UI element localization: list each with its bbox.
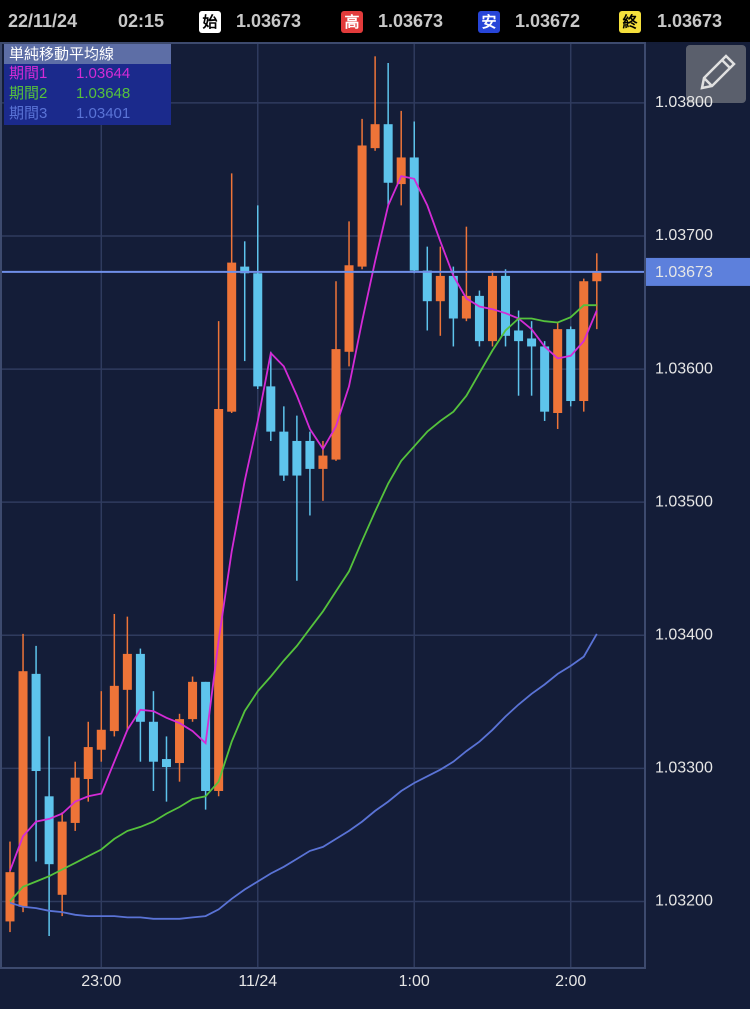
candle-body xyxy=(514,330,524,342)
x-tick-label: 1:00 xyxy=(399,973,430,990)
chart-background xyxy=(0,42,750,1009)
legend-value: 1.03401 xyxy=(76,105,130,122)
high-badge xyxy=(341,11,363,33)
candle-body xyxy=(44,796,54,865)
y-tick-label: 1.03500 xyxy=(655,493,713,510)
candle-body xyxy=(214,409,224,791)
candle-body xyxy=(70,777,80,823)
close-label: 終 xyxy=(622,13,638,31)
candle-body xyxy=(227,262,237,412)
candle-body xyxy=(370,124,380,149)
candle-body xyxy=(240,266,250,274)
current-price-label: 1.03673 xyxy=(655,264,713,281)
legend-name: 期間3 xyxy=(9,105,47,122)
high-label: 高 xyxy=(344,13,359,31)
ma-line xyxy=(9,304,597,903)
candle-body xyxy=(344,265,354,352)
x-tick-label: 23:00 xyxy=(81,973,121,990)
candle-body xyxy=(279,431,289,476)
close-value: 1.03673 xyxy=(657,11,722,31)
y-tick-label: 1.03800 xyxy=(655,94,713,111)
candle-body xyxy=(396,157,406,185)
low-badge xyxy=(478,11,500,33)
candle-body xyxy=(109,685,119,732)
candle-body xyxy=(435,275,445,302)
candle-body xyxy=(83,747,93,780)
low-value: 1.03672 xyxy=(515,11,580,31)
candle-body xyxy=(331,349,341,460)
legend-name: 期間1 xyxy=(9,65,47,82)
candle-body xyxy=(292,440,302,476)
candle-body xyxy=(122,653,132,690)
legend-name: 期間2 xyxy=(9,85,47,102)
y-tick-label: 1.03700 xyxy=(655,227,713,244)
candle-body xyxy=(474,295,484,342)
ma-line xyxy=(9,175,598,872)
x-tick-label: 2:00 xyxy=(555,973,586,990)
legend-value: 1.03644 xyxy=(76,65,130,82)
candle-body xyxy=(188,681,198,720)
legend: 単純移動平均線 期間1 1.03644 期間2 1.03648 期間3 1.03401 xyxy=(4,44,171,125)
candle-body xyxy=(5,872,15,922)
candle-body xyxy=(175,719,185,764)
open-value: 1.03673 xyxy=(236,11,301,31)
y-tick-label: 1.03400 xyxy=(655,626,713,643)
candle-body xyxy=(266,386,276,432)
candle-body xyxy=(57,821,67,895)
open-label: 始 xyxy=(202,13,217,31)
candle-body xyxy=(461,295,471,319)
candle-body xyxy=(383,124,393,183)
candle-body xyxy=(553,329,563,413)
time: 02:15 xyxy=(118,11,164,31)
y-tick-label: 1.03200 xyxy=(655,893,713,910)
date: 22/11/24 xyxy=(8,11,77,31)
plot-frame xyxy=(0,42,646,969)
candle-body xyxy=(357,145,367,267)
candle-body xyxy=(305,440,315,469)
candle-body xyxy=(501,275,511,336)
candle-body xyxy=(148,721,158,762)
y-tick-label: 1.03600 xyxy=(655,360,713,377)
candle-body xyxy=(527,338,537,347)
pencil-icon xyxy=(700,54,736,90)
ma-line xyxy=(9,633,598,920)
candle-body xyxy=(566,329,576,402)
legend-value: 1.03648 xyxy=(76,85,130,102)
open-badge xyxy=(199,11,221,33)
legend-header xyxy=(4,44,171,64)
candle-body xyxy=(540,346,550,412)
x-tick-label: 11/24 xyxy=(238,973,277,990)
candle-body xyxy=(96,729,106,750)
legend-title: 単純移動平均線 xyxy=(9,46,114,63)
candle-body xyxy=(18,671,28,907)
candle-body xyxy=(409,157,419,271)
legend-body xyxy=(4,64,171,125)
plot xyxy=(0,43,645,968)
candle-body xyxy=(31,673,41,772)
low-label: 安 xyxy=(481,13,496,31)
y-tick-label: 1.03300 xyxy=(655,760,713,777)
high-value: 1.03673 xyxy=(378,11,443,31)
candle-body xyxy=(448,275,458,319)
candle-body xyxy=(592,271,602,282)
candle-body xyxy=(318,455,328,469)
current-price-box xyxy=(646,257,750,286)
candle-body xyxy=(161,759,171,768)
close-badge xyxy=(619,11,641,33)
candle-body xyxy=(253,273,263,387)
candle-body xyxy=(422,270,432,302)
candle-body xyxy=(135,653,145,722)
